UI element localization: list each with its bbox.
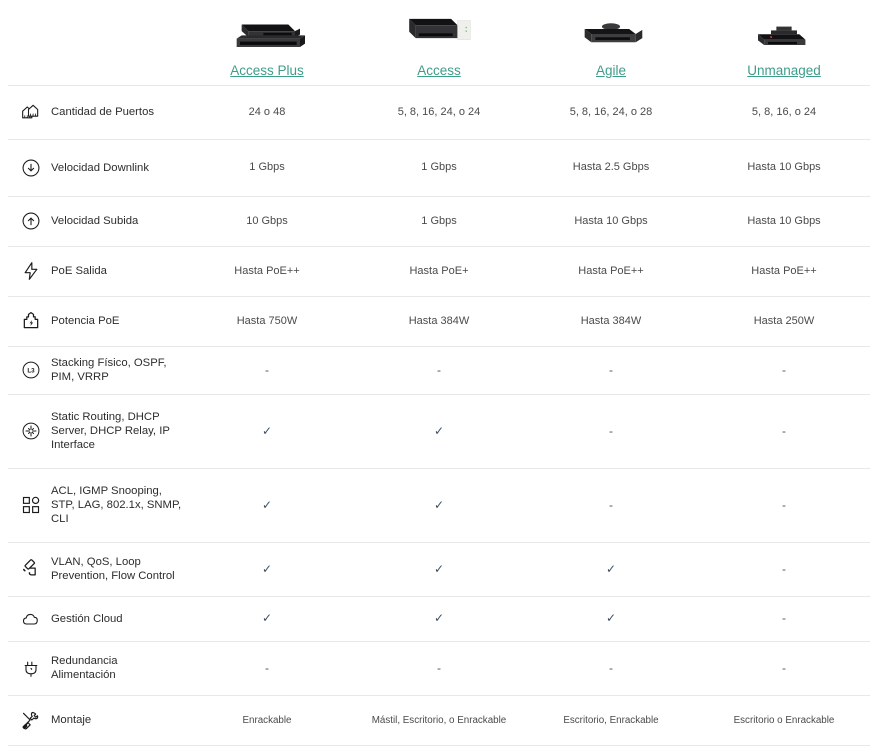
svg-text:L3: L3 (27, 368, 35, 375)
